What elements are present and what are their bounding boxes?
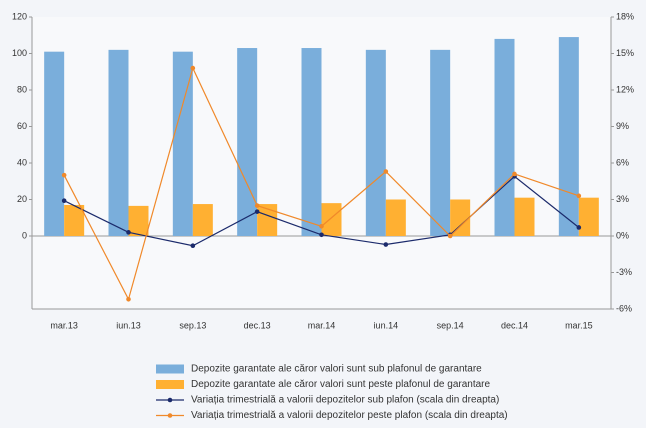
- bar: [64, 204, 85, 236]
- y-tick-label: 120: [12, 11, 27, 21]
- bar: [172, 51, 193, 236]
- point: [254, 209, 260, 214]
- point: [61, 198, 67, 204]
- x-tick-label: iun.14: [374, 320, 399, 330]
- y2-tick-label: 9%: [616, 121, 629, 131]
- bar: [578, 197, 599, 236]
- y2-tick-label: 0%: [616, 230, 629, 240]
- point: [319, 232, 324, 238]
- y-tick-label: 40: [17, 157, 27, 167]
- bar: [321, 203, 342, 236]
- point: [126, 230, 131, 235]
- point: [576, 193, 582, 199]
- bar: [365, 49, 386, 236]
- x-tick-label: mar.13: [50, 320, 78, 330]
- legend-label: Depozite garantate ale căror valori sunt…: [191, 379, 491, 390]
- legend-label: Variația trimestrială a valorii depozite…: [191, 410, 508, 421]
- y-tick-label: 80: [17, 84, 27, 94]
- legend-point: [167, 397, 173, 403]
- bar: [430, 49, 451, 236]
- y2-tick-label: 18%: [616, 11, 634, 21]
- point: [512, 171, 517, 177]
- bar: [514, 197, 535, 236]
- point: [383, 169, 389, 174]
- legend-label: Variația trimestrială a valorii depozite…: [191, 395, 499, 406]
- x-tick-label: sep.14: [437, 320, 464, 330]
- x-tick-label: mar.15: [565, 320, 593, 330]
- point: [319, 223, 324, 229]
- point: [61, 172, 67, 178]
- x-tick-label: iun.13: [116, 320, 141, 330]
- bar: [558, 37, 579, 237]
- legend-point: [167, 413, 173, 418]
- point: [126, 296, 131, 302]
- x-tick-label: mar.14: [308, 320, 336, 330]
- point: [576, 225, 582, 230]
- y2-tick-label: 15%: [616, 48, 634, 58]
- legend-label: Depozite garantate ale căror valori sunt…: [191, 364, 482, 375]
- y2-tick-label: -6%: [616, 303, 632, 313]
- bar: [450, 199, 471, 236]
- y-tick-label: 60: [17, 121, 27, 131]
- point: [447, 233, 453, 239]
- y2-tick-label: 6%: [616, 157, 629, 167]
- y2-tick-label: 3%: [616, 194, 629, 204]
- y-tick-label: 0: [22, 230, 27, 240]
- y2-tick-label: -3%: [616, 267, 632, 277]
- point: [383, 242, 389, 247]
- x-tick-label: dec.14: [501, 320, 528, 330]
- bar: [385, 199, 406, 236]
- bar: [44, 51, 65, 236]
- bar: [494, 38, 515, 237]
- bar: [128, 205, 149, 236]
- bar: [257, 204, 278, 236]
- point: [254, 203, 260, 208]
- legend-swatch: [156, 364, 184, 374]
- bar: [192, 204, 213, 236]
- x-tick-label: dec.13: [244, 320, 271, 330]
- y2-tick-label: 12%: [616, 84, 634, 94]
- x-tick-label: sep.13: [179, 320, 206, 330]
- point: [190, 243, 196, 249]
- legend: Depozite garantate ale căror valori sunt…: [156, 364, 508, 421]
- bar: [237, 48, 258, 237]
- y-tick-label: 20: [17, 194, 27, 204]
- y-tick-label: 100: [12, 48, 27, 58]
- bar: [301, 48, 322, 237]
- legend-swatch: [156, 380, 184, 389]
- bar: [108, 49, 129, 236]
- point: [190, 65, 196, 71]
